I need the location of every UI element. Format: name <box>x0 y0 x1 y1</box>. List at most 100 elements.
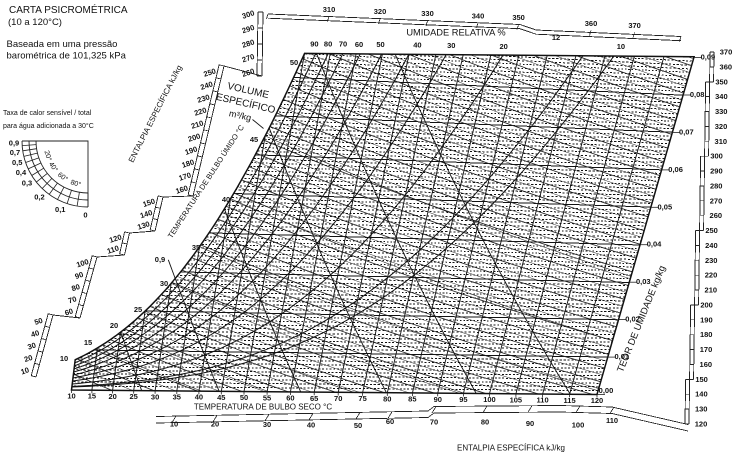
svg-text:200: 200 <box>187 131 202 143</box>
svg-text:para água adicionada a 30°C: para água adicionada a 30°C <box>3 122 94 130</box>
svg-text:95: 95 <box>459 395 467 404</box>
svg-text:50: 50 <box>290 58 298 67</box>
svg-text:0,1: 0,1 <box>55 205 65 214</box>
svg-text:0,09: 0,09 <box>701 53 716 62</box>
svg-text:70: 70 <box>334 394 342 403</box>
svg-text:40: 40 <box>307 420 315 429</box>
svg-text:80: 80 <box>324 40 332 49</box>
svg-text:290: 290 <box>710 167 723 176</box>
svg-text:20: 20 <box>500 42 508 51</box>
svg-text:300: 300 <box>241 8 256 20</box>
svg-text:10: 10 <box>60 354 68 363</box>
svg-text:160: 160 <box>700 360 713 369</box>
svg-text:110: 110 <box>537 396 549 405</box>
svg-text:110: 110 <box>606 416 618 425</box>
svg-text:220: 220 <box>193 105 208 117</box>
svg-text:0,04: 0,04 <box>647 240 662 249</box>
svg-text:m³/kg: m³/kg <box>228 108 252 123</box>
svg-text:260: 260 <box>241 66 256 78</box>
svg-text:100: 100 <box>572 421 585 430</box>
svg-text:10: 10 <box>20 365 31 376</box>
svg-text:0,06: 0,06 <box>668 165 683 174</box>
svg-text:180: 180 <box>700 330 713 339</box>
svg-text:55: 55 <box>263 393 271 402</box>
svg-text:Baseada em uma pressão: Baseada em uma pressão <box>7 39 118 50</box>
svg-text:270: 270 <box>241 52 256 64</box>
svg-text:90: 90 <box>74 270 85 281</box>
svg-text:(10 a 120°C): (10 a 120°C) <box>8 17 62 28</box>
svg-text:40: 40 <box>413 41 421 50</box>
svg-text:150: 150 <box>695 375 708 384</box>
svg-text:370: 370 <box>628 21 641 30</box>
svg-text:10: 10 <box>617 42 625 51</box>
svg-text:25: 25 <box>130 392 138 401</box>
svg-text:60: 60 <box>286 394 294 403</box>
svg-text:160: 160 <box>174 183 189 195</box>
svg-text:30: 30 <box>447 41 455 50</box>
svg-text:30: 30 <box>160 279 168 288</box>
svg-text:320: 320 <box>715 122 728 131</box>
svg-text:260: 260 <box>710 211 723 220</box>
svg-text:350: 350 <box>512 13 525 22</box>
svg-text:20: 20 <box>211 419 219 428</box>
svg-text:10: 10 <box>67 392 75 401</box>
svg-text:140: 140 <box>139 208 154 220</box>
svg-text:TEMPERATURA DE BULBO SECO °C: TEMPERATURA DE BULBO SECO °C <box>194 403 332 412</box>
svg-text:170: 170 <box>178 170 193 182</box>
svg-text:120: 120 <box>695 420 708 429</box>
svg-text:45: 45 <box>250 135 258 144</box>
svg-text:20: 20 <box>108 392 116 401</box>
svg-text:190: 190 <box>700 315 713 324</box>
svg-text:100: 100 <box>75 257 90 269</box>
svg-text:0,08: 0,08 <box>690 90 705 99</box>
svg-text:290: 290 <box>241 23 256 35</box>
svg-text:15: 15 <box>88 392 96 401</box>
svg-text:120: 120 <box>108 232 123 244</box>
svg-text:60: 60 <box>355 40 363 49</box>
svg-text:35: 35 <box>173 393 181 402</box>
svg-text:0,01: 0,01 <box>614 352 629 361</box>
svg-text:65: 65 <box>310 394 318 403</box>
svg-text:350: 350 <box>715 77 728 86</box>
svg-text:0,00: 0,00 <box>599 386 614 395</box>
svg-text:50: 50 <box>354 421 362 430</box>
svg-text:0,7: 0,7 <box>10 148 20 157</box>
svg-text:UMIDADE RELATIVA %: UMIDADE RELATIVA % <box>406 28 505 38</box>
svg-text:0,9: 0,9 <box>9 138 19 147</box>
svg-text:300: 300 <box>710 152 723 161</box>
svg-text:45: 45 <box>217 393 225 402</box>
svg-text:0,4: 0,4 <box>16 168 27 177</box>
svg-text:25: 25 <box>134 305 142 314</box>
svg-text:280: 280 <box>241 37 256 49</box>
svg-text:250: 250 <box>202 66 217 78</box>
svg-text:0,05: 0,05 <box>658 202 673 211</box>
svg-text:360: 360 <box>585 19 598 28</box>
svg-text:110: 110 <box>106 243 120 255</box>
svg-text:130: 130 <box>136 219 151 231</box>
svg-text:90: 90 <box>434 395 442 404</box>
svg-text:240: 240 <box>199 79 214 91</box>
svg-text:240: 240 <box>705 241 718 250</box>
svg-text:80°: 80° <box>69 178 82 189</box>
svg-text:85: 85 <box>408 395 416 404</box>
svg-text:70: 70 <box>339 40 347 49</box>
svg-text:340: 340 <box>715 92 728 101</box>
svg-text:35: 35 <box>192 243 200 252</box>
svg-text:0,02: 0,02 <box>625 315 640 324</box>
svg-text:50: 50 <box>376 40 384 49</box>
svg-text:115: 115 <box>564 396 576 405</box>
svg-text:20: 20 <box>110 321 118 330</box>
svg-text:0,07: 0,07 <box>679 127 694 136</box>
svg-text:150: 150 <box>142 197 157 209</box>
svg-text:80: 80 <box>70 282 81 293</box>
svg-text:70: 70 <box>430 418 438 427</box>
svg-text:130: 130 <box>695 405 708 414</box>
svg-text:330: 330 <box>421 9 434 18</box>
svg-text:30: 30 <box>26 341 37 352</box>
svg-text:0: 0 <box>83 210 87 219</box>
svg-text:75: 75 <box>358 394 366 403</box>
svg-text:0,03: 0,03 <box>636 277 651 286</box>
svg-text:90: 90 <box>310 40 318 49</box>
svg-text:100: 100 <box>483 395 496 404</box>
svg-text:250: 250 <box>705 226 718 235</box>
